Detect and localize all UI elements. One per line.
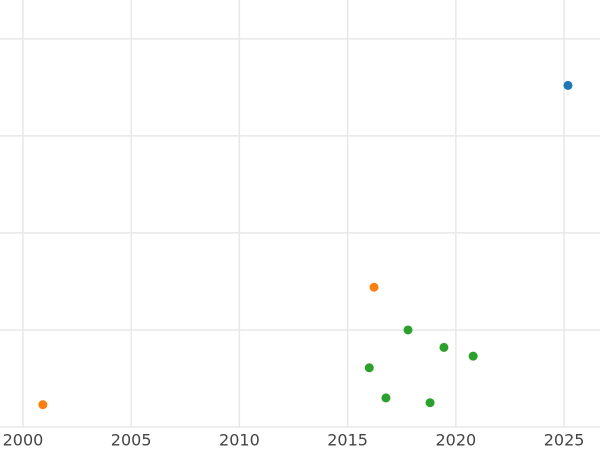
point bbox=[38, 400, 48, 410]
point bbox=[425, 398, 435, 408]
point bbox=[381, 393, 391, 403]
x-tick-label: 2010 bbox=[219, 431, 260, 450]
point bbox=[563, 80, 573, 90]
point bbox=[468, 351, 478, 361]
x-tick-label: 2005 bbox=[111, 431, 152, 450]
x-tick-label: 2025 bbox=[544, 431, 585, 450]
x-tick-label: 2015 bbox=[327, 431, 368, 450]
point bbox=[369, 282, 379, 292]
point bbox=[403, 325, 413, 335]
point bbox=[364, 363, 374, 373]
point bbox=[439, 342, 449, 352]
x-tick-label: 2000 bbox=[3, 431, 44, 450]
x-tick-label: 2020 bbox=[435, 431, 476, 450]
